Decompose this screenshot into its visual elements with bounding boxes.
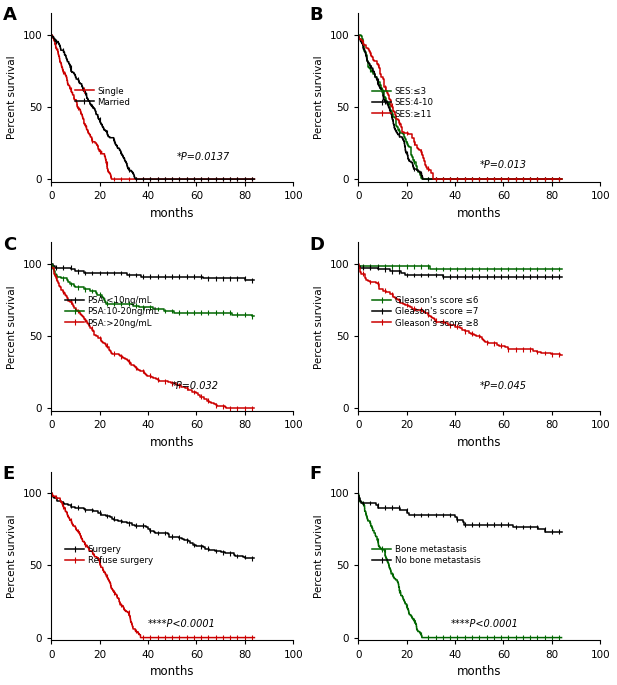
Legend: Bone metastasis, No bone metastasis: Bone metastasis, No bone metastasis <box>372 545 481 565</box>
X-axis label: months: months <box>457 665 502 678</box>
X-axis label: months: months <box>150 665 194 678</box>
Y-axis label: Percent survival: Percent survival <box>314 285 324 369</box>
Text: *P=0.013: *P=0.013 <box>479 160 526 171</box>
Legend: PSA:<10ng/mL, PSA:10-20ng/mL, PSA:>20ng/mL: PSA:<10ng/mL, PSA:10-20ng/mL, PSA:>20ng/… <box>65 297 159 327</box>
Text: *P=0.032: *P=0.032 <box>172 382 219 391</box>
Y-axis label: Percent survival: Percent survival <box>7 514 17 598</box>
Text: D: D <box>310 236 325 253</box>
Legend: Surgery, Refuse surgery: Surgery, Refuse surgery <box>65 545 152 565</box>
Text: B: B <box>310 6 323 25</box>
Y-axis label: Percent survival: Percent survival <box>7 285 17 369</box>
Y-axis label: Percent survival: Percent survival <box>314 55 324 139</box>
Y-axis label: Percent survival: Percent survival <box>314 514 324 598</box>
Text: *P=0.0137: *P=0.0137 <box>177 152 230 162</box>
Legend: Single, Married: Single, Married <box>75 86 130 107</box>
Legend: SES:≤3, SES:4-10, SES:≥11: SES:≤3, SES:4-10, SES:≥11 <box>372 87 434 119</box>
X-axis label: months: months <box>457 436 502 449</box>
Text: ****P<0.0001: ****P<0.0001 <box>450 619 518 629</box>
Y-axis label: Percent survival: Percent survival <box>7 55 17 139</box>
Text: C: C <box>2 236 16 253</box>
Text: A: A <box>2 6 17 25</box>
Text: F: F <box>310 465 322 483</box>
X-axis label: months: months <box>457 207 502 219</box>
Text: ****P<0.0001: ****P<0.0001 <box>148 619 216 629</box>
X-axis label: months: months <box>150 436 194 449</box>
Text: E: E <box>2 465 15 483</box>
Legend: Gleason's score ≤6, Gleason's score =7, Gleason's score ≥8: Gleason's score ≤6, Gleason's score =7, … <box>372 297 478 327</box>
X-axis label: months: months <box>150 207 194 219</box>
Text: *P=0.045: *P=0.045 <box>479 382 526 391</box>
